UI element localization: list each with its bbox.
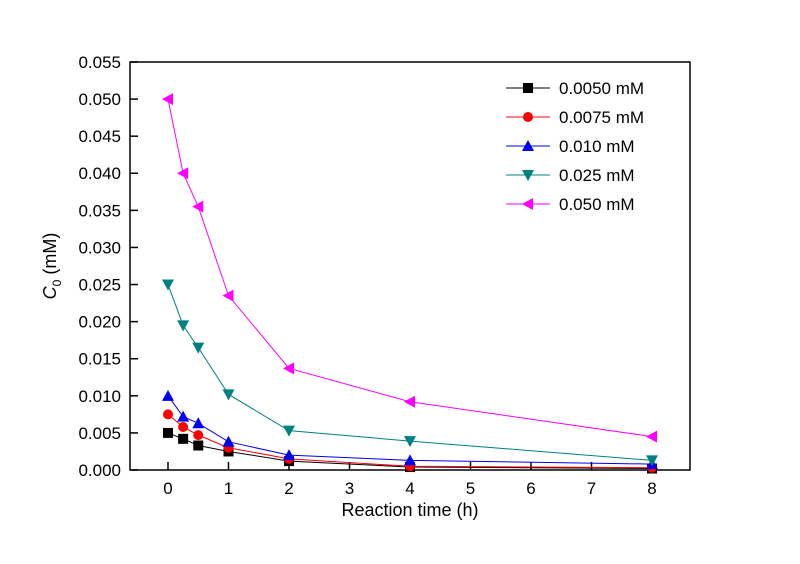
- triangle-up-marker: [192, 417, 205, 429]
- series-0-010-mM: [162, 389, 658, 470]
- series-0-050-mM: [162, 93, 657, 443]
- triangle-down-marker: [646, 455, 658, 467]
- circle-marker: [178, 421, 189, 432]
- y-axis-units: (mM): [40, 232, 61, 280]
- x-tick-label: 7: [587, 479, 596, 498]
- circle-marker: [523, 112, 533, 122]
- square-marker: [523, 83, 533, 93]
- y-tick-label: 0.035: [78, 201, 121, 220]
- y-axis-symbol: C: [40, 286, 61, 300]
- y-tick-label: 0.040: [78, 164, 121, 183]
- triangle-down-marker: [162, 279, 174, 291]
- legend-entry: [506, 140, 550, 151]
- y-tick-label: 0.050: [78, 90, 121, 109]
- triangle-down-marker: [177, 320, 190, 332]
- legend-entry: [506, 112, 550, 122]
- x-tick-label: 6: [526, 479, 535, 498]
- x-axis-title: Reaction time (h): [341, 500, 479, 520]
- y-tick-label: 0.000: [78, 461, 121, 480]
- x-tick-label: 8: [647, 479, 656, 498]
- circle-marker: [163, 409, 173, 420]
- triangle-left-marker: [646, 430, 657, 443]
- legend: [506, 83, 550, 210]
- triangle-down-marker: [192, 342, 205, 354]
- triangle-down-marker: [522, 170, 534, 181]
- triangle-down-marker: [283, 425, 295, 437]
- triangle-left-marker: [283, 362, 294, 375]
- triangle-up-marker: [162, 389, 174, 401]
- triangle-left-marker: [192, 200, 204, 213]
- legend-entry: [506, 83, 550, 93]
- legend-label: 0.025 mM: [559, 166, 635, 185]
- triangle-down-marker: [222, 389, 235, 401]
- triangle-up-marker: [404, 454, 416, 466]
- triangle-left-marker: [177, 167, 189, 180]
- y-tick-label: 0.055: [78, 53, 121, 72]
- square-marker: [178, 433, 189, 444]
- triangle-up-marker: [283, 449, 295, 461]
- square-marker: [163, 427, 173, 438]
- y-tick-label: 0.010: [78, 387, 121, 406]
- legend-label: 0.0075 mM: [559, 108, 644, 127]
- y-axis-subscript: 0: [49, 279, 64, 287]
- y-tick-label: 0.005: [78, 424, 121, 443]
- square-marker: [193, 440, 204, 451]
- y-tick-label: 0.025: [78, 275, 121, 294]
- x-tick-label: 2: [284, 479, 293, 498]
- triangle-left-marker: [522, 198, 533, 210]
- series-0-025-mM: [162, 279, 658, 467]
- x-tick-label: 4: [405, 479, 414, 498]
- legend-label: 0.010 mM: [559, 137, 635, 156]
- triangle-left-marker: [222, 289, 234, 302]
- triangle-up-marker: [522, 140, 534, 151]
- triangle-left-marker: [404, 395, 415, 408]
- y-axis-title: C0 (mM): [40, 233, 64, 300]
- circle-marker: [193, 430, 204, 441]
- legend-label: 0.0050 mM: [559, 79, 644, 98]
- triangle-left-marker: [162, 93, 173, 106]
- y-tick-label: 0.045: [78, 127, 121, 146]
- legend-label: 0.050 mM: [559, 195, 635, 214]
- x-tick-label: 3: [345, 479, 354, 498]
- legend-entry: [506, 198, 550, 210]
- y-tick-label: 0.015: [78, 350, 121, 369]
- triangle-up-marker: [222, 435, 235, 447]
- x-tick-label: 0: [163, 479, 172, 498]
- triangle-down-marker: [404, 436, 416, 448]
- x-tick-label: 1: [224, 479, 233, 498]
- legend-entry: [506, 170, 550, 181]
- y-tick-label: 0.020: [78, 313, 121, 332]
- triangle-up-marker: [177, 410, 190, 422]
- y-tick-label: 0.030: [78, 238, 121, 257]
- y-axis-ticks: [130, 61, 138, 471]
- x-tick-label: 5: [466, 479, 475, 498]
